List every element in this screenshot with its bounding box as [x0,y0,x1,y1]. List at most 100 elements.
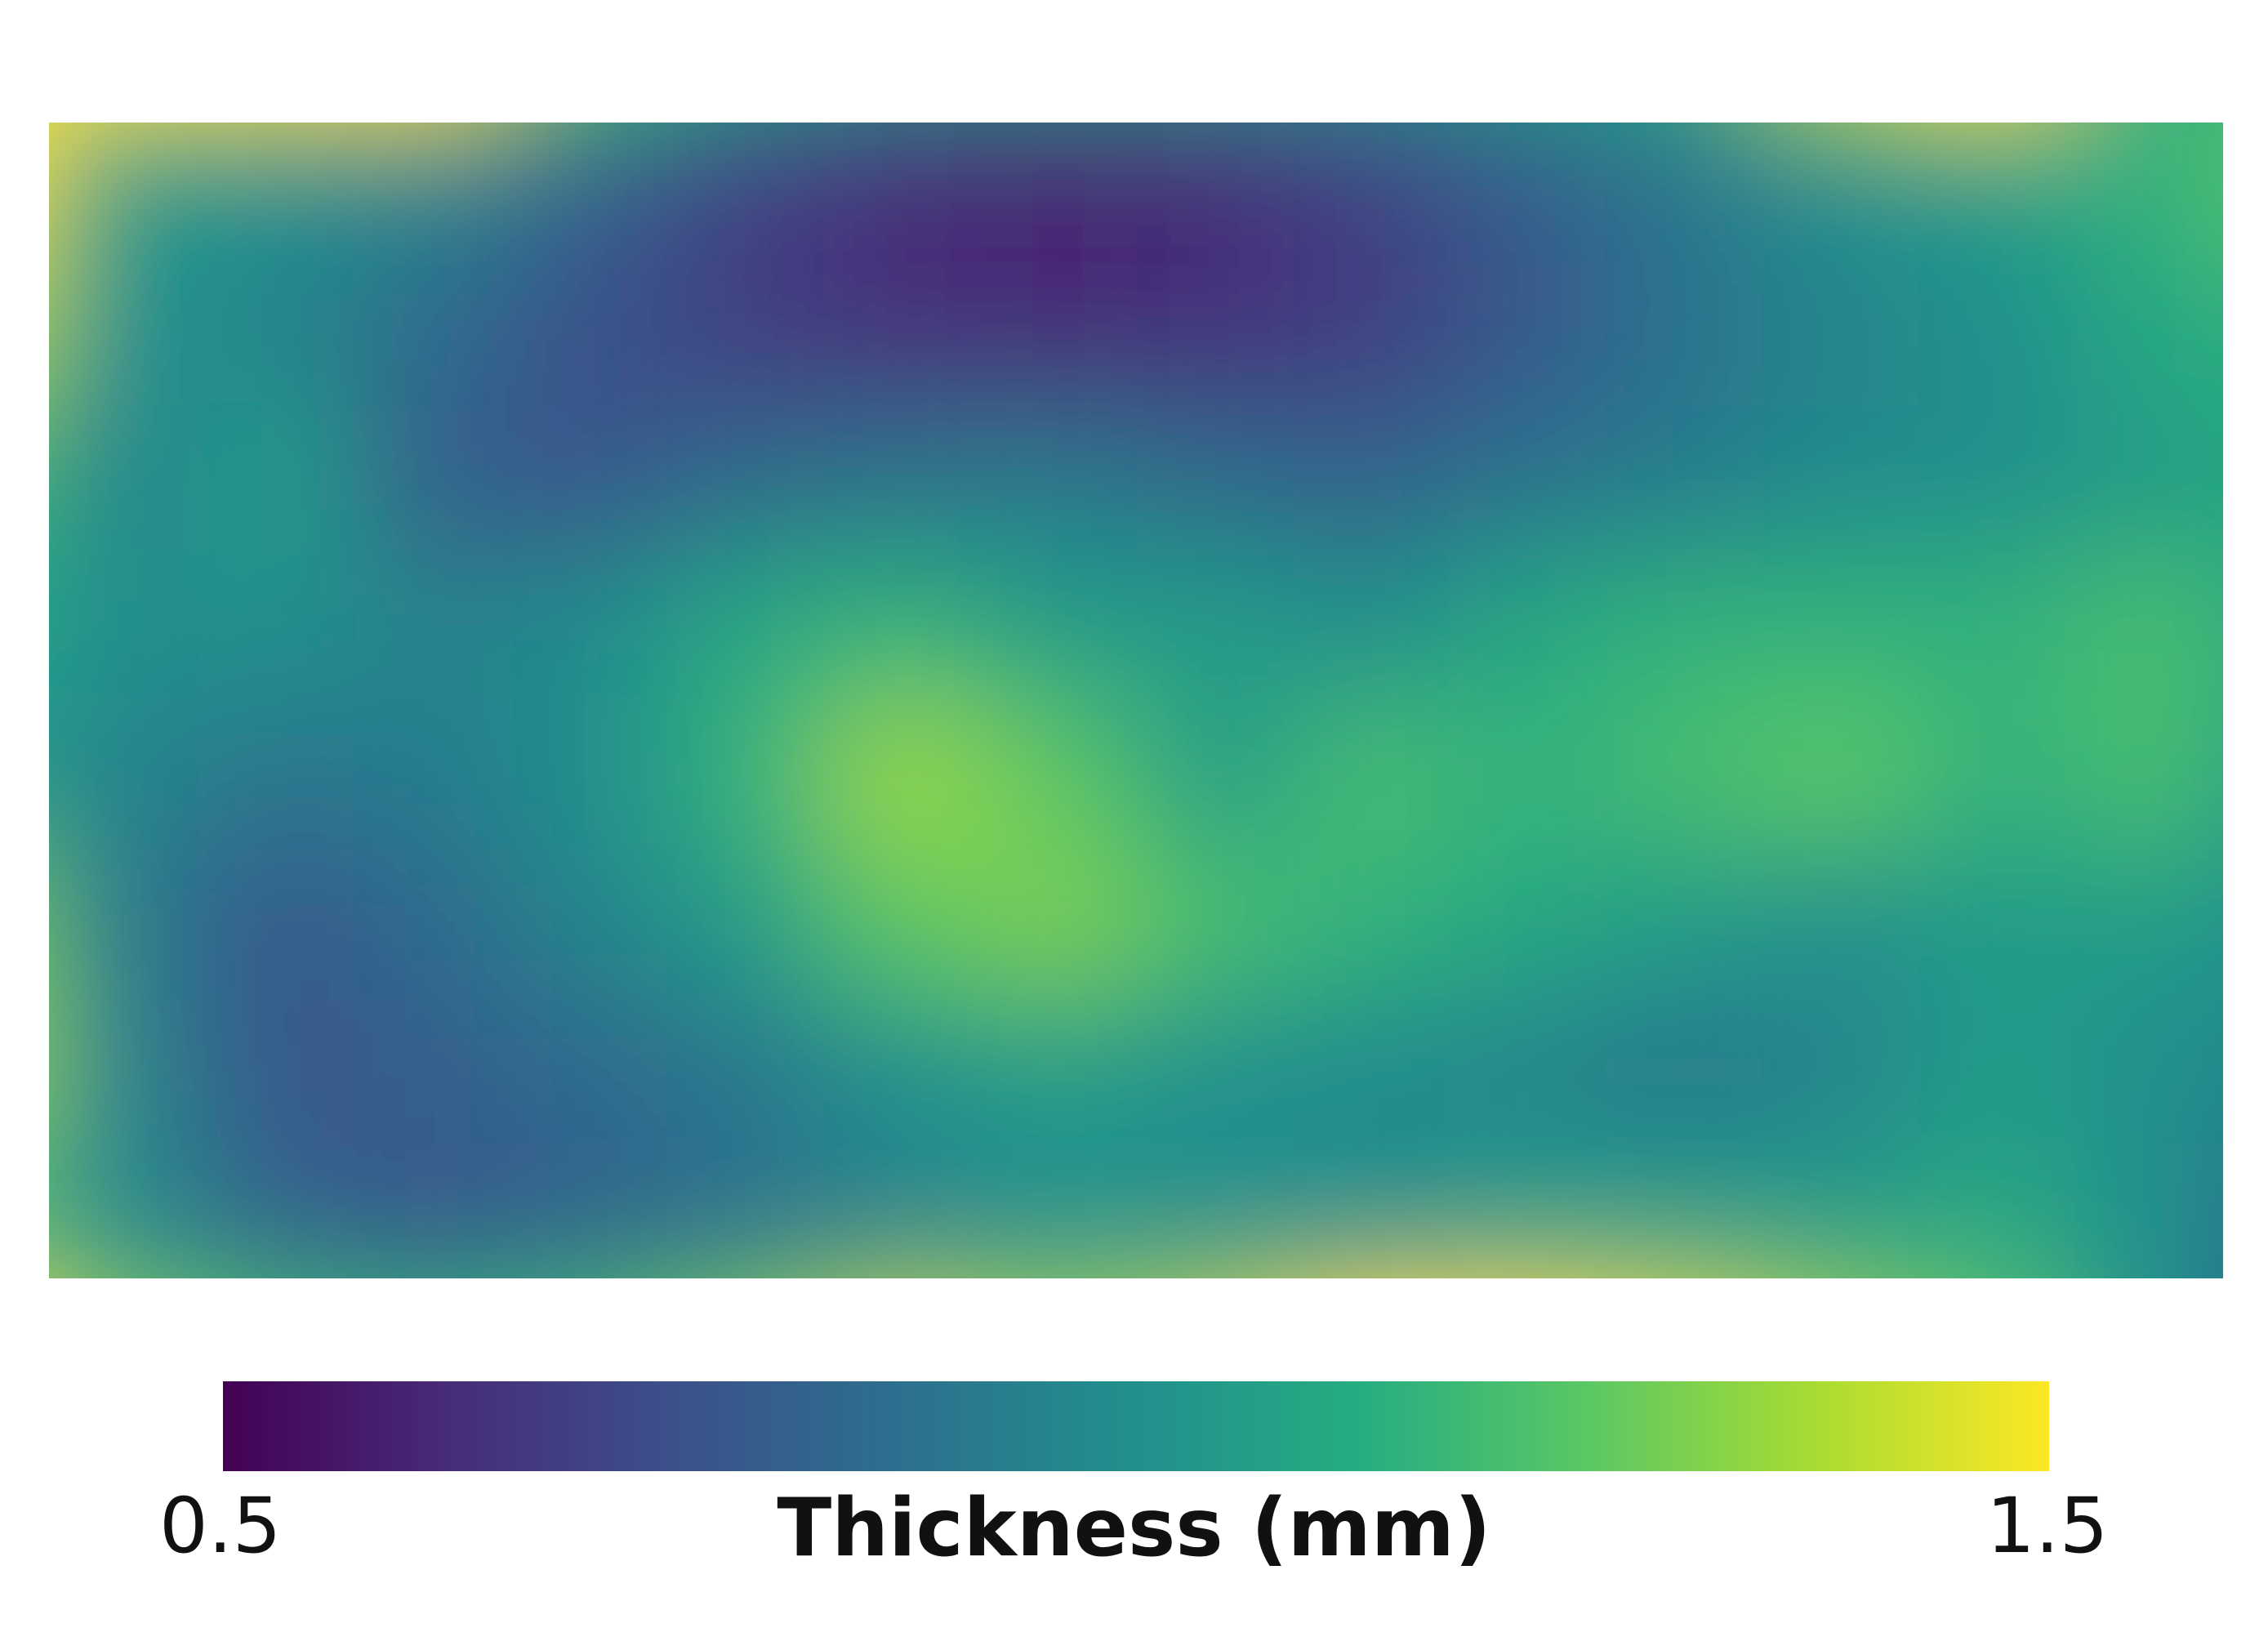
heatmap-cell-r6-c9 [1292,848,1450,999]
heatmap-cell-r6-c10 [1448,848,1606,999]
heatmap-cell-r2-c4 [510,256,669,406]
heatmap-cell-r2-c2 [198,256,357,406]
heatmap-cell-r5-c14 [2073,700,2223,850]
colorbar-gradient [223,1381,2049,1471]
heatmap-cell-r6-c4 [510,848,669,999]
heatmap-cell-r6-c14 [2073,848,2223,999]
heatmap-cell-r2-c10 [1448,256,1606,406]
heatmap-cell-r1-c5 [667,123,826,257]
heatmap-cell-r1-c9 [1292,123,1450,257]
heatmap-cell-r5-c3 [354,700,513,850]
heatmap-cell-r2-c1 [49,256,200,406]
heatmap-cell-r7-c2 [198,997,357,1147]
heatmap-panel [49,123,2223,1278]
heatmap-cell-r1-c2 [198,123,357,257]
heatmap-cell-r3-c5 [667,404,826,554]
heatmap-cell-r8-c10 [1448,1144,1606,1278]
heatmap-cell-r4-c2 [198,552,357,702]
heatmap-cell-r2-c13 [1917,256,2075,406]
heatmap-cell-r8-c8 [1136,1144,1294,1278]
heatmap-cell-r1-c11 [1604,123,1762,257]
heatmap-cell-r6-c6 [823,848,982,999]
heatmap-cell-r5-c5 [667,700,826,850]
heatmap-cell-r4-c14 [2073,552,2223,702]
heatmap-cell-r1-c12 [1761,123,1919,257]
heatmap-cell-r4-c8 [1136,552,1294,702]
heatmap-cell-r7-c10 [1448,997,1606,1147]
heatmap-cell-r7-c11 [1604,997,1762,1147]
heatmap-cell-r7-c12 [1761,997,1919,1147]
heatmap-cell-r8-c5 [667,1144,826,1278]
heatmap-cell-r1-c14 [2073,123,2223,257]
heatmap-cell-r8-c2 [198,1144,357,1278]
heatmap-cell-r1-c7 [979,123,1138,257]
heatmap-cell-r2-c12 [1761,256,1919,406]
heatmap-cell-r7-c7 [979,997,1138,1147]
heatmap-cell-r8-c13 [1917,1144,2075,1278]
colorbar-min-tick-label: 0.5 [159,1482,282,1571]
heatmap-cell-r3-c2 [198,404,357,554]
heatmap-cell-r4-c1 [49,552,200,702]
heatmap-cell-r7-c3 [354,997,513,1147]
heatmap-cell-r8-c7 [979,1144,1138,1278]
heatmap-cell-r2-c3 [354,256,513,406]
heatmap-cell-r8-c1 [49,1144,200,1278]
heatmap-cell-r3-c10 [1448,404,1606,554]
heatmap-cell-r4-c9 [1292,552,1450,702]
heatmap-cell-r7-c13 [1917,997,2075,1147]
heatmap-cell-r3-c9 [1292,404,1450,554]
heatmap-cell-r1-c1 [49,123,200,257]
heatmap-cell-r2-c6 [823,256,982,406]
heatmap-cell-r6-c3 [354,848,513,999]
heatmap-cell-r4-c7 [979,552,1138,702]
heatmap-cell-r7-c6 [823,997,982,1147]
heatmap-cell-r7-c1 [49,997,200,1147]
heatmap-cell-r8-c12 [1761,1144,1919,1278]
heatmap-plot [49,123,2223,1278]
colorbar-title: Thickness (mm) [777,1482,1491,1575]
heatmap-cell-r2-c11 [1604,256,1762,406]
heatmap-cell-r5-c4 [510,700,669,850]
heatmap-cell-r8-c4 [510,1144,669,1278]
heatmap-cell-r8-c14 [2073,1144,2223,1278]
heatmap-cell-r4-c3 [354,552,513,702]
heatmap-cell-r4-c13 [1917,552,2075,702]
heatmap-cell-r5-c11 [1604,700,1762,850]
heatmap-cell-r6-c8 [1136,848,1294,999]
heatmap-cell-r5-c8 [1136,700,1294,850]
heatmap-cell-r5-c7 [979,700,1138,850]
colorbar [223,1381,2049,1471]
heatmap-cell-r2-c9 [1292,256,1450,406]
heatmap-cell-r6-c12 [1761,848,1919,999]
heatmap-cell-r3-c6 [823,404,982,554]
colorbar-max-tick-label: 1.5 [1986,1482,2109,1571]
heatmap-cell-r3-c13 [1917,404,2075,554]
heatmap-cell-r3-c1 [49,404,200,554]
heatmap-cell-r3-c14 [2073,404,2223,554]
heatmap-cell-r5-c9 [1292,700,1450,850]
heatmap-cell-r5-c6 [823,700,982,850]
heatmap-cell-r7-c8 [1136,997,1294,1147]
heatmap-cell-r8-c6 [823,1144,982,1278]
heatmap-cell-r2-c14 [2073,256,2223,406]
heatmap-cell-r1-c13 [1917,123,2075,257]
heatmap-cell-r1-c4 [510,123,669,257]
heatmap-cell-r1-c3 [354,123,513,257]
heatmap-cell-r3-c8 [1136,404,1294,554]
heatmap-cell-r3-c7 [979,404,1138,554]
heatmap-cell-r1-c6 [823,123,982,257]
heatmap-cell-r3-c4 [510,404,669,554]
heatmap-cell-r4-c4 [510,552,669,702]
heatmap-cell-r6-c11 [1604,848,1762,999]
heatmap-cell-r7-c4 [510,997,669,1147]
heatmap-cell-r2-c7 [979,256,1138,406]
heatmap-cell-r4-c12 [1761,552,1919,702]
heatmap-cell-r2-c8 [1136,256,1294,406]
heatmap-cell-r2-c5 [667,256,826,406]
heatmap-cell-r5-c2 [198,700,357,850]
heatmap-cell-r6-c7 [979,848,1138,999]
heatmap-cell-r4-c6 [823,552,982,702]
heatmap-cell-r8-c9 [1292,1144,1450,1278]
heatmap-cell-r3-c12 [1761,404,1919,554]
